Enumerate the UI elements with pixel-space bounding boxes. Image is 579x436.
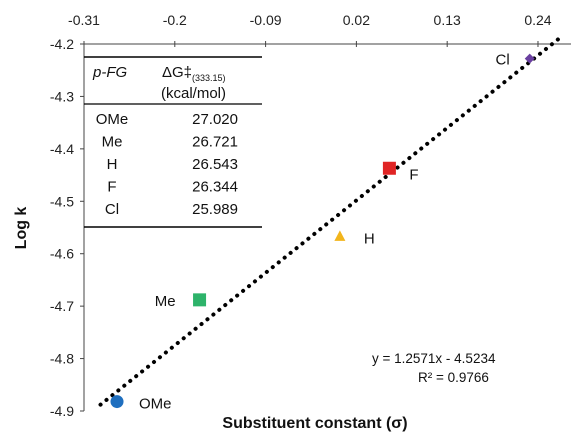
data-points bbox=[110, 53, 535, 409]
data-point-ome bbox=[110, 395, 124, 409]
table-header-unit: (kcal/mol) bbox=[161, 85, 226, 102]
trendline-r-squared: R² = 0.9766 bbox=[418, 370, 489, 385]
x-tick-label: -0.09 bbox=[250, 12, 282, 28]
data-label-h: H bbox=[364, 230, 375, 247]
x-axis-ticks: -0.31 -0.2 -0.09 0.02 0.13 0.24 bbox=[68, 12, 552, 47]
y-tick-label: -4.3 bbox=[50, 88, 74, 104]
data-point-cl bbox=[524, 53, 535, 64]
inset-table: p-FG ΔG‡(333.15) (kcal/mol) OMe 27.020 Me 2… bbox=[84, 56, 262, 228]
y-axis-ticks: -4.2 -4.3 -4.4 -4.5 -4.6 -4.7 -4.8 -4.9 bbox=[50, 36, 84, 419]
x-tick-label: 0.02 bbox=[343, 12, 370, 28]
table-cell-group: Me bbox=[102, 134, 123, 151]
table-header-dg: ΔG‡(333.15) bbox=[162, 64, 226, 83]
table-rows: OMe 27.020 Me 26.721 H 26.543 F 26.344 Cl 25.989 bbox=[96, 111, 238, 218]
table-header-dg-symbol: ΔG‡ bbox=[162, 64, 192, 81]
y-tick-label: -4.2 bbox=[50, 36, 74, 52]
table-cell-value: 25.989 bbox=[192, 201, 238, 218]
trendline-path bbox=[98, 33, 565, 407]
table-cell-group: Cl bbox=[105, 201, 119, 218]
table-cell-value: 26.543 bbox=[192, 156, 238, 173]
data-label-me: Me bbox=[155, 293, 176, 310]
data-label-cl: Cl bbox=[496, 52, 510, 69]
x-tick-label: 0.13 bbox=[434, 12, 461, 28]
y-tick-label: -4.5 bbox=[50, 193, 74, 209]
y-tick-label: -4.4 bbox=[50, 141, 74, 157]
table-cell-value: 26.721 bbox=[192, 134, 238, 151]
data-point-me bbox=[193, 293, 207, 307]
table-cell-value: 26.344 bbox=[192, 179, 238, 196]
table-header-group: p-FG bbox=[92, 64, 128, 81]
table-cell-value: 27.020 bbox=[192, 111, 238, 128]
table-cell-group: H bbox=[107, 156, 118, 173]
x-axis-title: Substituent constant (σ) bbox=[222, 415, 407, 432]
y-tick-label: -4.8 bbox=[50, 351, 74, 367]
x-tick-label: 0.24 bbox=[524, 12, 551, 28]
y-axis-title: Log k bbox=[13, 207, 30, 250]
x-tick-label: -0.31 bbox=[68, 12, 100, 28]
data-label-ome: OMe bbox=[139, 396, 172, 413]
y-tick-label: -4.7 bbox=[50, 298, 74, 314]
y-tick-label: -4.9 bbox=[50, 403, 74, 419]
data-label-f: F bbox=[409, 166, 418, 183]
table-header-dg-sub: (333.15) bbox=[192, 73, 226, 83]
data-point-h bbox=[334, 230, 346, 241]
table-cell-group: F bbox=[107, 179, 116, 196]
data-point-f bbox=[382, 161, 396, 175]
y-tick-label: -4.6 bbox=[50, 246, 74, 262]
data-point-labels: OMe Me H F Cl bbox=[139, 52, 510, 413]
table-cell-group: OMe bbox=[96, 111, 129, 128]
trendline bbox=[98, 33, 565, 407]
x-tick-label: -0.2 bbox=[163, 12, 187, 28]
trendline-equation: y = 1.2571x - 4.5234 bbox=[372, 351, 496, 366]
